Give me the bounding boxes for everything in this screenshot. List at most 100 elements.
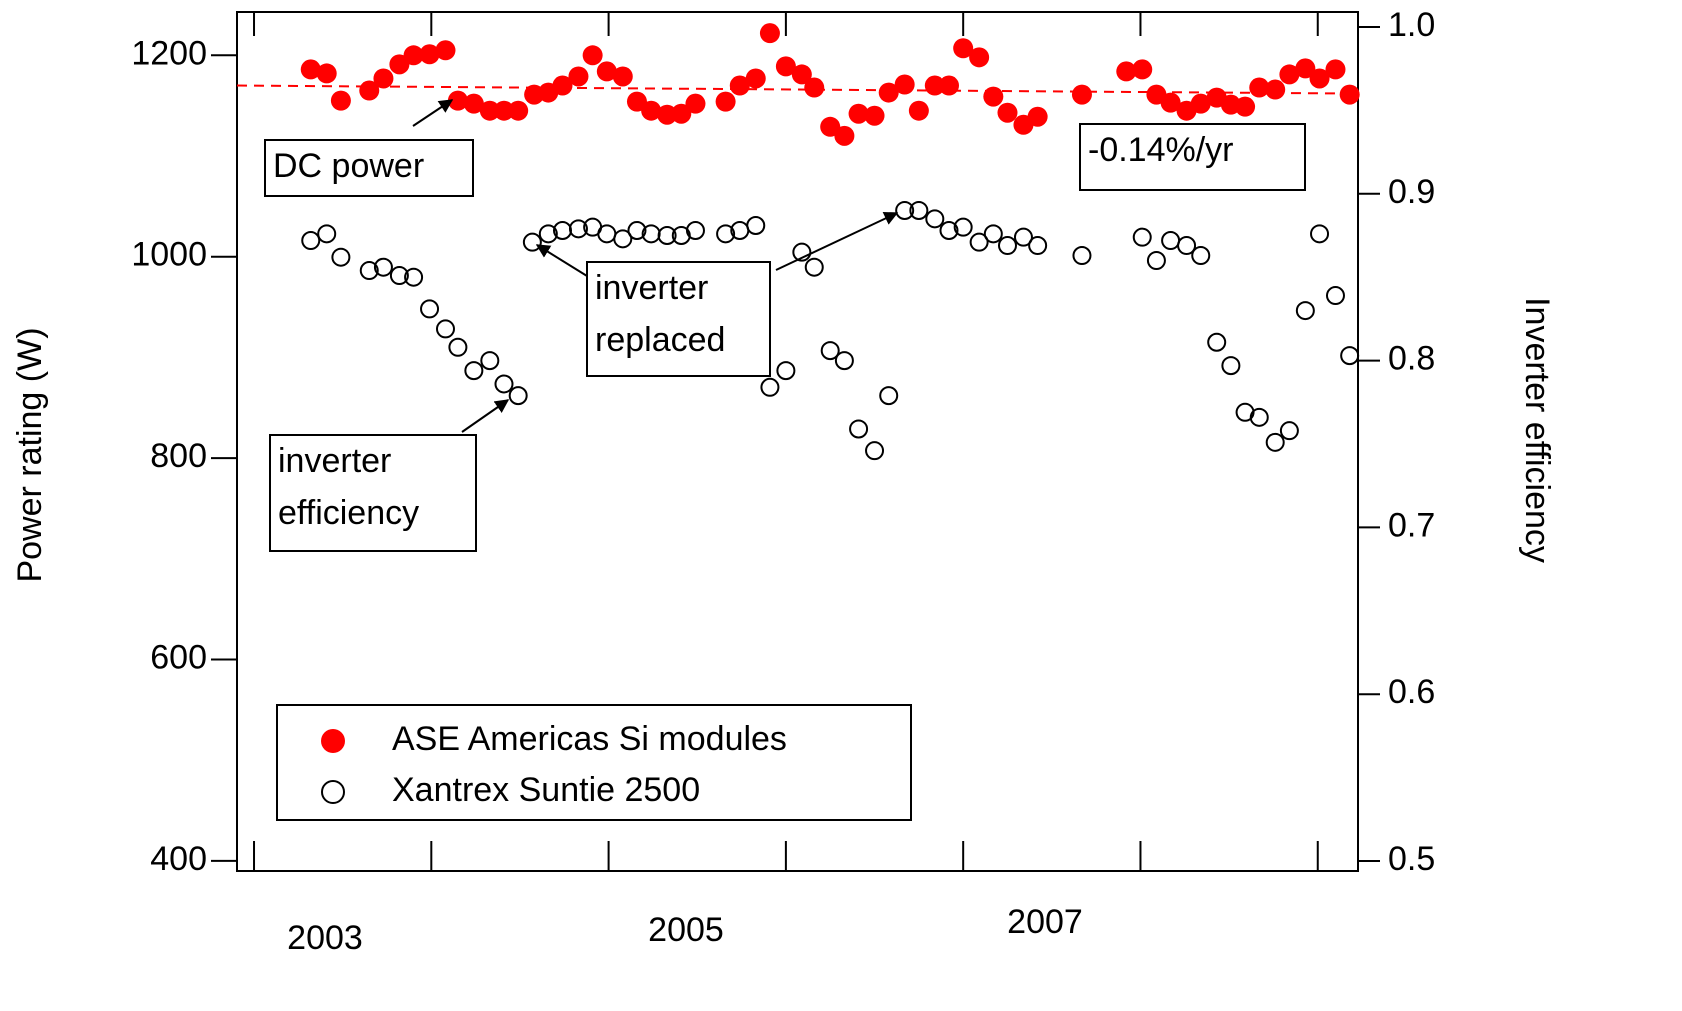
point <box>1340 346 1360 366</box>
point <box>746 215 766 235</box>
point <box>330 90 351 111</box>
point <box>403 45 424 66</box>
point <box>759 23 780 44</box>
point <box>969 232 989 252</box>
point <box>1028 236 1048 256</box>
point <box>404 267 424 287</box>
point <box>671 103 692 124</box>
point <box>657 226 677 246</box>
point <box>997 102 1018 123</box>
point <box>463 93 484 114</box>
annotation-text: DC power <box>273 147 424 185</box>
point <box>657 104 678 125</box>
point <box>1072 246 1092 266</box>
point <box>435 319 455 339</box>
annotation-text: efficiency <box>278 494 419 532</box>
point <box>1325 286 1345 306</box>
legend-marker <box>321 780 345 804</box>
point <box>1071 84 1092 105</box>
point <box>494 374 514 394</box>
point <box>925 209 945 229</box>
point <box>389 266 409 286</box>
point <box>953 217 973 237</box>
point <box>760 377 780 397</box>
point <box>1325 59 1346 80</box>
point <box>508 100 529 121</box>
point <box>1265 432 1285 452</box>
point <box>552 75 573 96</box>
point <box>331 247 351 267</box>
point <box>1190 93 1211 114</box>
point <box>1295 301 1315 321</box>
point <box>317 224 337 244</box>
point <box>1235 96 1256 117</box>
y-tick-label: 400 <box>150 840 207 878</box>
point <box>1279 64 1300 85</box>
y-tick-label: 600 <box>150 639 207 677</box>
point <box>775 56 796 77</box>
point <box>715 91 736 112</box>
point <box>865 441 885 461</box>
point <box>969 47 990 68</box>
point <box>596 61 617 82</box>
point <box>493 100 514 121</box>
point <box>953 38 974 59</box>
point <box>983 86 1004 107</box>
y2-tick-label: 0.9 <box>1388 173 1435 211</box>
point <box>804 77 825 98</box>
point <box>894 74 915 95</box>
point <box>1249 407 1269 427</box>
point <box>613 229 633 249</box>
annotation-box <box>264 139 474 197</box>
point <box>522 232 542 252</box>
annotation-box <box>269 434 477 552</box>
point <box>627 221 647 241</box>
point <box>834 351 854 371</box>
x-label: 2007 <box>1007 903 1083 941</box>
point <box>776 361 796 381</box>
annotation-arrow <box>535 244 588 277</box>
point <box>1116 61 1137 82</box>
point <box>864 105 885 126</box>
point <box>791 64 812 85</box>
y2-tick-label: 0.5 <box>1388 840 1435 878</box>
point <box>1279 421 1299 441</box>
y-tick-label: 1000 <box>131 236 207 274</box>
point <box>1132 59 1153 80</box>
point <box>939 221 959 241</box>
point <box>582 45 603 66</box>
point <box>895 200 915 220</box>
annotation-box <box>1079 123 1306 191</box>
point <box>878 82 899 103</box>
point <box>1191 246 1211 266</box>
point <box>938 75 959 96</box>
point <box>820 341 840 361</box>
point <box>1249 77 1270 98</box>
x-label: 2003 <box>287 919 363 957</box>
point <box>464 361 484 381</box>
point <box>300 59 321 80</box>
point <box>908 100 929 121</box>
y2-tick-label: 0.8 <box>1388 340 1435 378</box>
y-tick-label: 800 <box>150 437 207 475</box>
annotation-arrow <box>775 212 899 271</box>
point <box>420 299 440 319</box>
point <box>1265 79 1286 100</box>
point <box>1132 227 1152 247</box>
point <box>597 224 617 244</box>
point <box>792 242 812 262</box>
annotation-box <box>586 261 771 377</box>
trend-line <box>236 84 1359 95</box>
point <box>1161 231 1181 251</box>
annotation-text: inverter <box>278 442 391 480</box>
point <box>685 221 705 241</box>
y-axis-label: Power rating (W) <box>11 327 49 582</box>
annotation-text: replaced <box>595 321 725 359</box>
point <box>716 224 736 244</box>
annotation-text: -0.14%/yr <box>1088 131 1234 169</box>
point <box>820 116 841 137</box>
point <box>641 100 662 121</box>
point <box>834 125 855 146</box>
point <box>1013 227 1033 247</box>
